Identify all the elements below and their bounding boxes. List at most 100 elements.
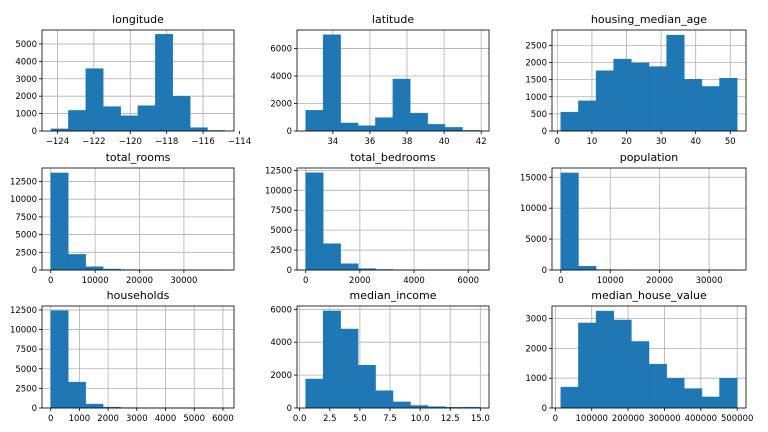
y-tick-label: 2000	[525, 344, 547, 354]
plot-frame	[41, 29, 235, 132]
plot-frame	[41, 305, 235, 409]
x-tick-label: 2.5	[323, 414, 337, 424]
histogram-bar	[648, 363, 667, 409]
histogram-bar	[648, 66, 667, 132]
histogram-bar	[427, 124, 446, 132]
plot-frame	[551, 167, 747, 271]
histogram-panel-population: 0 10000 20000 30000 0 5000 10000 15000 populatio…	[520, 151, 747, 286]
histogram-bar	[684, 79, 703, 132]
plot-frame	[551, 305, 747, 409]
x-tick-label: 200000	[612, 414, 644, 424]
histogram-bar	[631, 341, 650, 409]
histogram-bar	[340, 122, 359, 132]
y-tick-label: 5000	[15, 231, 37, 241]
y-tick-label: 7500	[15, 213, 37, 223]
histogram-bar	[322, 243, 341, 271]
histogram-bar	[444, 127, 463, 132]
chart-title: total_rooms	[106, 151, 171, 164]
x-tick-label: −120	[119, 137, 142, 147]
y-tick-label: 0	[32, 127, 37, 137]
y-tick-label: 5000	[525, 235, 547, 245]
x-tick-label: 10	[587, 137, 598, 147]
y-tick-label: 2000	[270, 100, 292, 110]
x-tick-label: 10000	[82, 276, 109, 286]
chart-title: median_house_value	[591, 289, 707, 302]
histogram-bar	[375, 117, 394, 132]
y-tick-label: 1000	[15, 110, 37, 120]
histogram-bar	[50, 172, 69, 271]
histogram-panel-longitude: −124 −122 −120 −118 −116 −114 0 1000 2000 3000 400…	[15, 13, 251, 147]
y-tick-label: 2000	[270, 371, 292, 381]
x-tick-label: 20000	[646, 276, 673, 286]
histogram-bar	[613, 58, 632, 132]
y-tick-label: 12500	[10, 306, 37, 316]
histogram-panel-latitude: 34 36 38 40 42 0 2000 4000 6000 latitude	[270, 13, 490, 147]
x-tick-label: −124	[46, 137, 69, 147]
histogram-bar	[67, 381, 86, 409]
histogram-bar	[357, 125, 376, 132]
histogram-bar	[719, 377, 738, 409]
chart-title: total_bedrooms	[350, 151, 436, 164]
histogram-bar	[85, 266, 104, 271]
y-tick-label: 0	[287, 404, 292, 414]
histogram-bar	[189, 127, 208, 132]
x-tick-label: −122	[82, 137, 105, 147]
histogram-bar	[305, 110, 324, 132]
y-tick-label: 1000	[525, 374, 547, 384]
y-tick-label: 0	[32, 266, 37, 276]
x-tick-label: 6000	[457, 276, 479, 286]
x-tick-label: 0.0	[293, 414, 307, 424]
x-tick-label: 10.0	[411, 414, 430, 424]
x-tick-label: 1000	[69, 414, 91, 424]
y-tick-label: 7500	[270, 206, 292, 216]
histogram-bar	[68, 110, 87, 132]
x-tick-label: 100000	[576, 414, 608, 424]
y-tick-label: 10000	[265, 186, 292, 196]
histogram-bar	[85, 403, 104, 409]
y-tick-label: 2500	[270, 246, 292, 256]
histogram-bar	[613, 319, 632, 409]
y-tick-label: 6000	[270, 45, 292, 55]
x-tick-label: 30	[656, 137, 667, 147]
histogram-bar	[172, 95, 191, 132]
plot-frame	[296, 29, 490, 132]
histogram-bar	[67, 254, 86, 271]
histogram-bar	[631, 62, 650, 132]
x-tick-label: 500000	[721, 414, 753, 424]
y-tick-label: 4000	[270, 338, 292, 348]
x-tick-label: 300000	[648, 414, 680, 424]
histogram-bar	[701, 396, 720, 409]
histogram-bar	[595, 310, 614, 409]
x-tick-label: 2000	[97, 414, 119, 424]
x-tick-label: 42	[476, 137, 487, 147]
x-tick-label: 15.0	[471, 414, 490, 424]
histogram-bar	[357, 364, 376, 409]
histogram-panel-median-income: 0.0 2.5 5.0 7.5 10.0 12.5 15.0 0 2000 4000 6000 med…	[270, 289, 489, 424]
y-tick-label: 2000	[525, 59, 547, 69]
y-tick-label: 0	[287, 127, 292, 137]
y-tick-label: 5000	[15, 365, 37, 375]
histogram-bar	[578, 266, 597, 271]
x-tick-label: 38	[402, 137, 413, 147]
y-tick-label: 15000	[520, 173, 547, 183]
chart-title: latitude	[372, 13, 414, 26]
plot-frame	[41, 167, 235, 271]
y-tick-label: 5000	[15, 40, 37, 50]
histogram-bar	[392, 401, 411, 409]
x-tick-label: 4000	[403, 276, 425, 286]
y-tick-label: 1000	[525, 93, 547, 103]
histogram-bar	[595, 70, 614, 132]
histogram-panel-households: 0 1000 2000 3000 4000 5000 6000 0 2500 5000 7500 10…	[10, 289, 235, 424]
histogram-bar	[701, 86, 720, 132]
y-tick-label: 0	[32, 404, 37, 414]
plot-frame	[551, 29, 747, 132]
histogram-bar	[560, 172, 579, 271]
plot-frame	[296, 305, 490, 409]
chart-title: housing_median_age	[591, 13, 707, 26]
x-tick-label: 36	[364, 137, 375, 147]
histogram-panel-total-bedrooms: 0 2000 4000 6000 0 2500 5000 7500 10000 12500 tota…	[265, 151, 490, 286]
y-tick-label: 2500	[525, 41, 547, 51]
histogram-bar	[322, 310, 341, 409]
y-tick-label: 12500	[265, 166, 292, 176]
